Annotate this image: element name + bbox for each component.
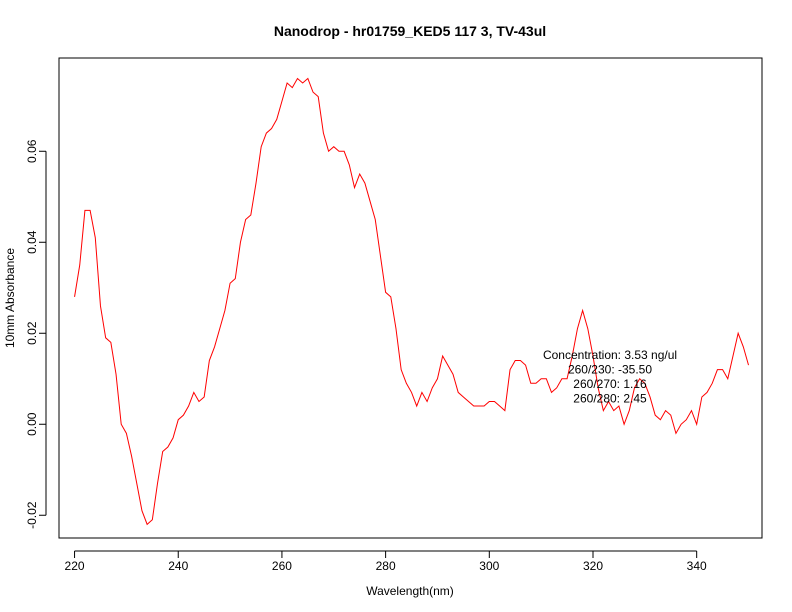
absorbance-line xyxy=(74,77,750,526)
annotation-line: 260/280: 2.45 xyxy=(573,392,647,406)
y-tick-label: -0.02 xyxy=(25,501,39,529)
x-tick-label: 260 xyxy=(272,559,292,573)
y-axis: -0.02 0.00 0.02 0.04 0.06 xyxy=(25,139,47,529)
y-tick-label: 0.04 xyxy=(25,230,39,254)
x-tick-label: 320 xyxy=(583,559,603,573)
y-tick-label: 0.02 xyxy=(25,321,39,345)
plot-frame xyxy=(58,57,763,539)
x-tick-label: 340 xyxy=(687,559,707,573)
chart-title: Nanodrop - hr01759_KED5 117 3, TV-43ul xyxy=(274,23,546,39)
x-axis: 220 240 260 280 300 320 340 xyxy=(65,550,707,573)
annotation-line: 260/270: 1.16 xyxy=(573,377,647,391)
y-tick-label: 0.06 xyxy=(25,139,39,163)
x-tick-label: 280 xyxy=(376,559,396,573)
x-tick-label: 300 xyxy=(479,559,499,573)
y-axis-label: 10mm Absorbance xyxy=(3,248,17,348)
x-tick-label: 240 xyxy=(168,559,188,573)
y-tick-label: 0.00 xyxy=(25,412,39,436)
annotation-line: Concentration: 3.53 ng/ul xyxy=(543,348,677,362)
annotation-line: 260/230: -35.50 xyxy=(568,363,652,377)
x-tick-label: 220 xyxy=(65,559,85,573)
x-axis-label: Wavelength(nm) xyxy=(366,584,454,598)
